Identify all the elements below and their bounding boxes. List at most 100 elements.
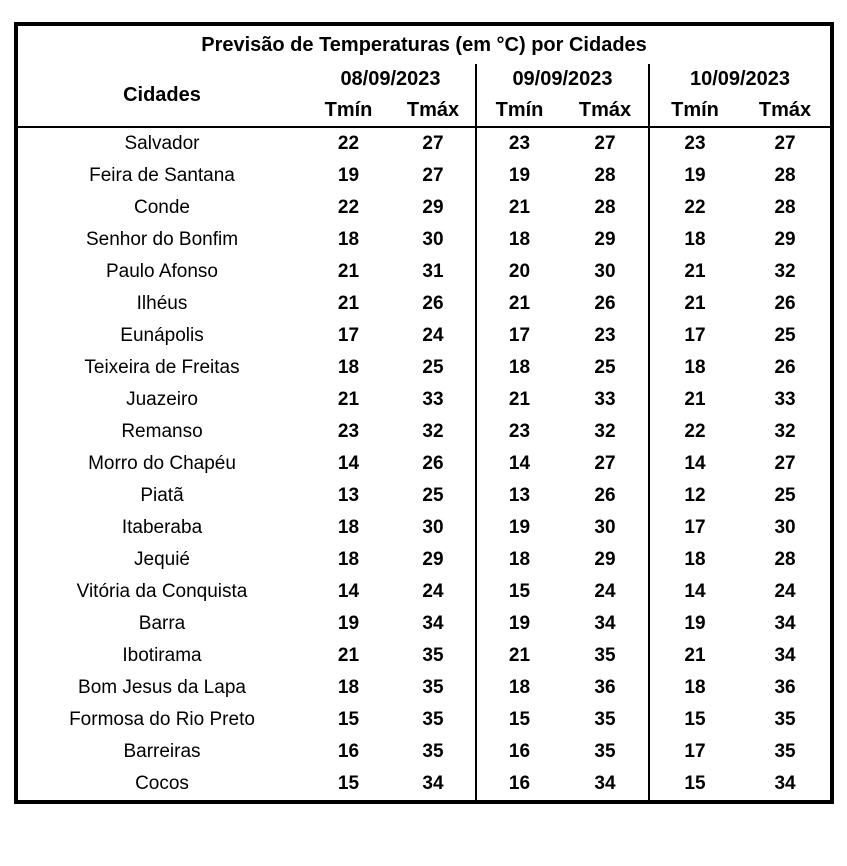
- temperature-cell: 18: [648, 352, 740, 384]
- table-row: Cocos 15 34 16 34 15 34: [16, 768, 832, 802]
- title-row: Previsão de Temperaturas (em °C) por Cid…: [16, 24, 832, 64]
- table-row: Eunápolis 17 24 17 23 17 25: [16, 320, 832, 352]
- temperature-cell: 35: [422, 741, 444, 762]
- temperature-cell: 31: [422, 261, 444, 282]
- temperature-cell: 26: [594, 293, 616, 314]
- table-row: Bom Jesus da Lapa 18 35 18 36 18 36: [16, 672, 832, 704]
- table-row: Salvador 22 27 23 27 23 27: [16, 127, 832, 160]
- city-cell: Ilhéus: [136, 293, 188, 314]
- subheader-row: Tmín Tmáx Tmín Tmáx Tmín Tmáx: [16, 95, 833, 128]
- tmin-header-2: Tmín: [475, 95, 562, 128]
- temperature-cell: 14: [648, 576, 740, 608]
- temperature-cell: 34: [422, 613, 444, 634]
- temperature-cell: 12: [648, 480, 740, 512]
- city-cell: Morro do Chapéu: [88, 453, 236, 474]
- tmin-header-1: Tmín: [306, 95, 391, 128]
- temperature-cell: 34: [774, 613, 796, 634]
- temperature-cell: 18: [337, 517, 360, 538]
- temperature-cell: 16: [337, 741, 360, 762]
- temperature-cell: 34: [774, 773, 796, 794]
- temperature-cell: 19: [337, 613, 360, 634]
- city-cell: Formosa do Rio Preto: [69, 709, 255, 730]
- temperature-cell: 14: [475, 448, 562, 480]
- temperature-cell: 21: [475, 384, 562, 416]
- temperature-cell: 15: [475, 576, 562, 608]
- temperature-cell: 15: [648, 704, 740, 736]
- city-cell: Eunápolis: [120, 325, 204, 346]
- temperature-cell: 35: [422, 709, 444, 730]
- temperature-cell: 29: [422, 197, 444, 218]
- temperature-cell: 22: [648, 192, 740, 224]
- temperature-cell: 29: [774, 229, 796, 250]
- city-cell: Barra: [138, 613, 186, 634]
- table-row: Itaberaba 18 30 19 30 17 30: [16, 512, 832, 544]
- temperature-cell: 18: [337, 677, 360, 698]
- temperature-cell: 19: [337, 165, 360, 186]
- temperature-cell: 23: [475, 127, 562, 160]
- temperature-forecast-table: Previsão de Temperaturas (em °C) por Cid…: [14, 22, 835, 804]
- temperature-cell: 28: [774, 197, 796, 218]
- table-row: Juazeiro 21 33 21 33 21 33: [16, 384, 832, 416]
- temperature-cell: 26: [594, 485, 616, 506]
- temperature-cell: 13: [337, 485, 360, 506]
- temperature-cell: 22: [337, 197, 360, 218]
- table-row: Vitória da Conquista 14 24 15 24 14 24: [16, 576, 832, 608]
- temperature-cell: 22: [337, 133, 360, 154]
- city-cell: Senhor do Bonfim: [85, 229, 239, 250]
- temperature-cell: 20: [475, 256, 562, 288]
- temperature-cell: 33: [422, 389, 444, 410]
- temperature-cell: 17: [337, 325, 360, 346]
- table-row: Formosa do Rio Preto 15 35 15 35 15 35: [16, 704, 832, 736]
- city-cell: Bom Jesus da Lapa: [78, 677, 246, 698]
- temperature-cell: 13: [475, 480, 562, 512]
- table-row: Morro do Chapéu 14 26 14 27 14 27: [16, 448, 832, 480]
- temperature-cell: 27: [774, 133, 796, 154]
- temperature-cell: 18: [648, 544, 740, 576]
- table-body: Salvador 22 27 23 27 23 27 Feira de Santana 19 27…: [16, 127, 832, 802]
- temperature-cell: 21: [648, 256, 740, 288]
- table-row: Ilhéus 21 26 21 26 21 26: [16, 288, 832, 320]
- table-row: Senhor do Bonfim 18 30 18 29 18 29: [16, 224, 832, 256]
- temperature-cell: 21: [337, 645, 360, 666]
- temperature-cell: 32: [594, 421, 616, 442]
- table-row: Feira de Santana 19 27 19 28 19 28: [16, 160, 832, 192]
- temperature-cell: 36: [594, 677, 616, 698]
- temperature-cell: 27: [422, 133, 444, 154]
- temperature-cell: 17: [475, 320, 562, 352]
- temperature-cell: 25: [422, 357, 444, 378]
- table-row: Conde 22 29 21 28 22 28: [16, 192, 832, 224]
- temperature-cell: 32: [774, 261, 796, 282]
- temperature-cell: 16: [475, 736, 562, 768]
- tmax-header-2: Tmáx: [562, 95, 649, 128]
- temperature-cell: 19: [475, 512, 562, 544]
- temperature-cell: 17: [648, 320, 740, 352]
- temperature-cell: 27: [594, 453, 616, 474]
- temperature-cell: 18: [337, 357, 360, 378]
- temperature-cell: 21: [475, 192, 562, 224]
- date-header-3: 10/09/2023: [647, 64, 833, 95]
- temperature-cell: 28: [774, 549, 796, 570]
- city-cell: Paulo Afonso: [106, 261, 218, 282]
- temperature-cell: 28: [774, 165, 796, 186]
- temperature-cell: 19: [648, 160, 740, 192]
- temperature-cell: 36: [774, 677, 796, 698]
- temperature-cell: 35: [422, 677, 444, 698]
- table-row: Teixeira de Freitas 18 25 18 25 18 26: [16, 352, 832, 384]
- city-cell: Feira de Santana: [89, 165, 235, 186]
- temperature-cell: 24: [594, 581, 616, 602]
- temperature-cell: 21: [648, 288, 740, 320]
- table-row: Jequié 18 29 18 29 18 28: [16, 544, 832, 576]
- temperature-cell: 23: [337, 421, 360, 442]
- tmax-header-3: Tmáx: [740, 95, 833, 128]
- temperature-cell: 26: [774, 293, 796, 314]
- temperature-cell: 18: [337, 229, 360, 250]
- temperature-cell: 34: [594, 613, 616, 634]
- temperature-cell: 32: [774, 421, 796, 442]
- table-row: Ibotirama 21 35 21 35 21 34: [16, 640, 832, 672]
- temperature-cell: 18: [648, 224, 740, 256]
- tmin-header-3: Tmín: [648, 95, 740, 128]
- temperature-cell: 23: [475, 416, 562, 448]
- date-header-2: 09/09/2023: [475, 64, 649, 95]
- table-row: Piatã 13 25 13 26 12 25: [16, 480, 832, 512]
- temperature-cell: 21: [337, 293, 360, 314]
